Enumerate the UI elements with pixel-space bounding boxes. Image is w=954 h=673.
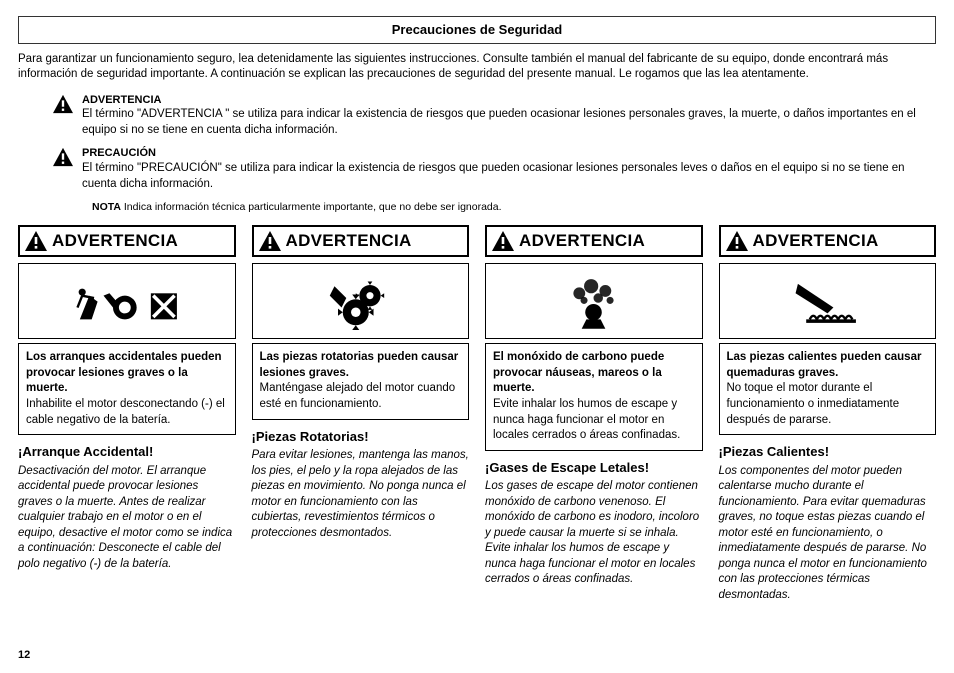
- warning-card-rotating-parts: ADVERTENCIA Las piezas rotatorias pueden…: [252, 225, 470, 604]
- def-text: El término "PRECAUCIÓN" se utiliza para …: [82, 161, 936, 192]
- card-header-text: ADVERTENCIA: [52, 230, 178, 253]
- def-text: El término "ADVERTENCIA " se utiliza par…: [82, 107, 936, 138]
- card-text: Inhabilite el motor desconectando (-) el…: [26, 397, 228, 428]
- warning-card-exhaust-gases: ADVERTENCIA El monóxido de carbono puede…: [485, 225, 703, 604]
- card-text: Evite inhalar los humos de escape y nunc…: [493, 397, 695, 444]
- sub-heading: ¡Gases de Escape Letales!: [485, 459, 703, 477]
- sub-body: Los gases de escape del motor contienen …: [485, 479, 703, 588]
- pictogram-hot-parts: [719, 263, 937, 339]
- card-header: ADVERTENCIA: [719, 225, 937, 258]
- card-box: Las piezas rotatorias pueden causar lesi…: [252, 343, 470, 419]
- card-bold: Los arranques accidentales pueden provoc…: [26, 350, 228, 397]
- card-header: ADVERTENCIA: [18, 225, 236, 258]
- warning-triangle-icon: [725, 230, 749, 252]
- warning-columns: ADVERTENCIA Los arranques accidentales p…: [18, 225, 936, 604]
- card-header: ADVERTENCIA: [485, 225, 703, 258]
- pictogram-accidental-start: [18, 263, 236, 339]
- warning-card-hot-parts: ADVERTENCIA Las piezas calientes pueden …: [719, 225, 937, 604]
- card-box: Las piezas calientes pueden causar quema…: [719, 343, 937, 435]
- intro-paragraph: Para garantizar un funcionamiento seguro…: [18, 52, 936, 83]
- def-label: PRECAUCIÓN: [82, 146, 936, 161]
- pictogram-rotating-parts: [252, 263, 470, 339]
- card-bold: El monóxido de carbono puede provocar ná…: [493, 350, 695, 397]
- sub-body: Los componentes del motor pueden calenta…: [719, 464, 937, 604]
- card-header-text: ADVERTENCIA: [286, 230, 412, 253]
- warning-card-accidental-start: ADVERTENCIA Los arranques accidentales p…: [18, 225, 236, 604]
- sub-heading: ¡Arranque Accidental!: [18, 443, 236, 461]
- card-text: No toque el motor durante el funcionamie…: [727, 381, 929, 428]
- card-header-text: ADVERTENCIA: [753, 230, 879, 253]
- warning-triangle-icon: [52, 94, 74, 114]
- card-text: Manténgase alejado del motor cuando esté…: [260, 381, 462, 412]
- nota-label: NOTA: [92, 201, 121, 213]
- card-box: El monóxido de carbono puede provocar ná…: [485, 343, 703, 450]
- definition-advertencia: ADVERTENCIA El término "ADVERTENCIA " se…: [52, 93, 936, 139]
- sub-heading: ¡Piezas Rotatorias!: [252, 428, 470, 446]
- definition-precaucion: PRECAUCIÓN El término "PRECAUCIÓN" se ut…: [52, 146, 936, 192]
- sub-heading: ¡Piezas Calientes!: [719, 443, 937, 461]
- card-header-text: ADVERTENCIA: [519, 230, 645, 253]
- card-header: ADVERTENCIA: [252, 225, 470, 258]
- nota-row: NOTA Indica información técnica particul…: [92, 200, 936, 214]
- nota-text: Indica información técnica particularmen…: [124, 201, 502, 213]
- sub-body: Para evitar lesiones, mantenga las manos…: [252, 448, 470, 541]
- card-box: Los arranques accidentales pueden provoc…: [18, 343, 236, 435]
- warning-triangle-icon: [258, 230, 282, 252]
- def-label: ADVERTENCIA: [82, 93, 936, 108]
- pictogram-exhaust-gases: [485, 263, 703, 339]
- warning-triangle-icon: [491, 230, 515, 252]
- card-bold: Las piezas rotatorias pueden causar lesi…: [260, 350, 462, 381]
- title-box: Precauciones de Seguridad: [18, 16, 936, 44]
- warning-triangle-icon: [52, 147, 74, 167]
- card-bold: Las piezas calientes pueden causar quema…: [727, 350, 929, 381]
- warning-triangle-icon: [24, 230, 48, 252]
- page-number: 12: [18, 648, 30, 663]
- sub-body: Desactivación del motor. El arranque acc…: [18, 464, 236, 573]
